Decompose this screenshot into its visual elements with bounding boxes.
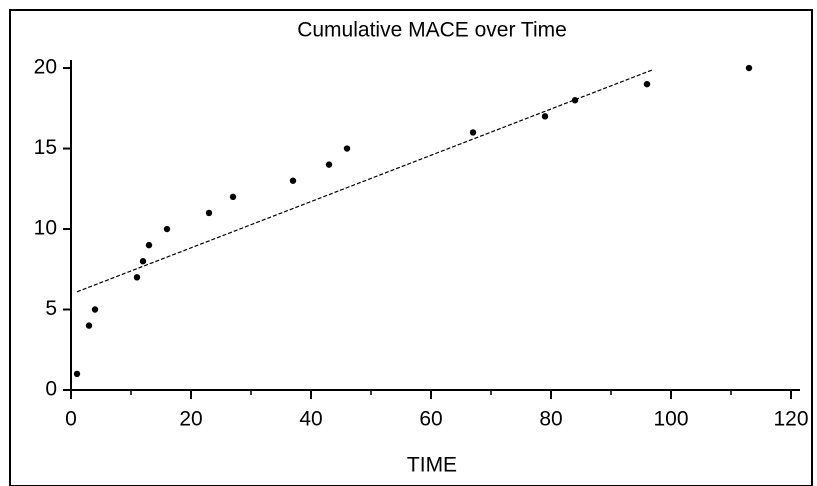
chart-title: Cumulative MACE over Time — [297, 19, 567, 42]
point — [139, 258, 147, 265]
x-tick-label: 40 — [299, 408, 322, 431]
x-axis-label: TIME — [407, 454, 457, 477]
x-tick-label: 60 — [419, 408, 442, 431]
point — [229, 193, 237, 201]
chart-frame — [9, 9, 813, 486]
point — [469, 129, 477, 136]
x-tick-label: 20 — [179, 408, 202, 431]
x-tick-label: 0 — [65, 408, 77, 431]
point — [343, 145, 351, 152]
point — [541, 113, 549, 120]
y-tick-label: 15 — [34, 136, 57, 159]
x-tick-label: 120 — [773, 408, 808, 431]
point — [571, 97, 579, 104]
point — [163, 225, 171, 233]
point — [145, 241, 153, 249]
point — [91, 306, 99, 313]
x-tick-label: 80 — [539, 408, 562, 431]
y-tick-label: 5 — [45, 297, 57, 320]
point — [325, 161, 333, 168]
point — [289, 177, 297, 184]
y-tick-label: 20 — [34, 56, 57, 79]
point — [745, 64, 753, 72]
point — [643, 80, 651, 88]
point — [85, 322, 93, 329]
point — [73, 370, 81, 378]
y-tick-label: 10 — [34, 217, 57, 240]
trend-line — [76, 69, 654, 293]
y-tick-label: 0 — [45, 378, 57, 401]
x-tick-label: 100 — [653, 408, 688, 431]
point — [133, 274, 141, 281]
point — [205, 209, 213, 217]
